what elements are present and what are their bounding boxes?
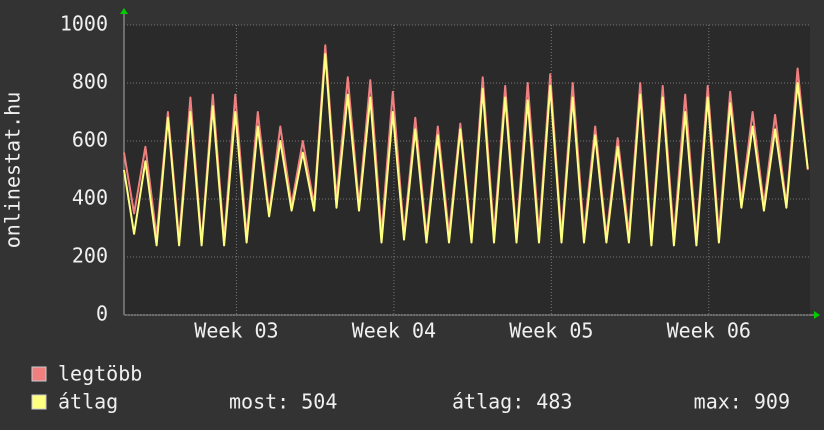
x-tick-label: Week 03: [194, 319, 278, 343]
axis-arrow: [814, 311, 820, 319]
x-tick-label: Week 05: [509, 319, 593, 343]
axis-arrow: [120, 8, 128, 14]
plot-area: [124, 25, 810, 315]
legend-swatch: [31, 394, 47, 410]
y-tick-label: 800: [72, 70, 108, 94]
stat-label: átlag: 483: [452, 390, 572, 414]
stat-label: max: 909: [694, 390, 790, 414]
y-tick-label: 1000: [60, 12, 108, 36]
stat-label: most: 504: [229, 390, 337, 414]
x-tick-label: Week 04: [352, 319, 436, 343]
x-tick-label: Week 06: [667, 319, 751, 343]
y-tick-label: 400: [72, 186, 108, 210]
y-tick-label: 600: [72, 128, 108, 152]
y-tick-label: 200: [72, 244, 108, 268]
legend-label: átlag: [58, 390, 118, 414]
legend-swatch: [31, 366, 47, 382]
y-tick-label: 0: [96, 302, 108, 326]
legend-label: legtöbb: [58, 362, 142, 386]
series-line: [123, 53, 809, 247]
y-axis-label: onlinestat.hu: [1, 92, 25, 249]
